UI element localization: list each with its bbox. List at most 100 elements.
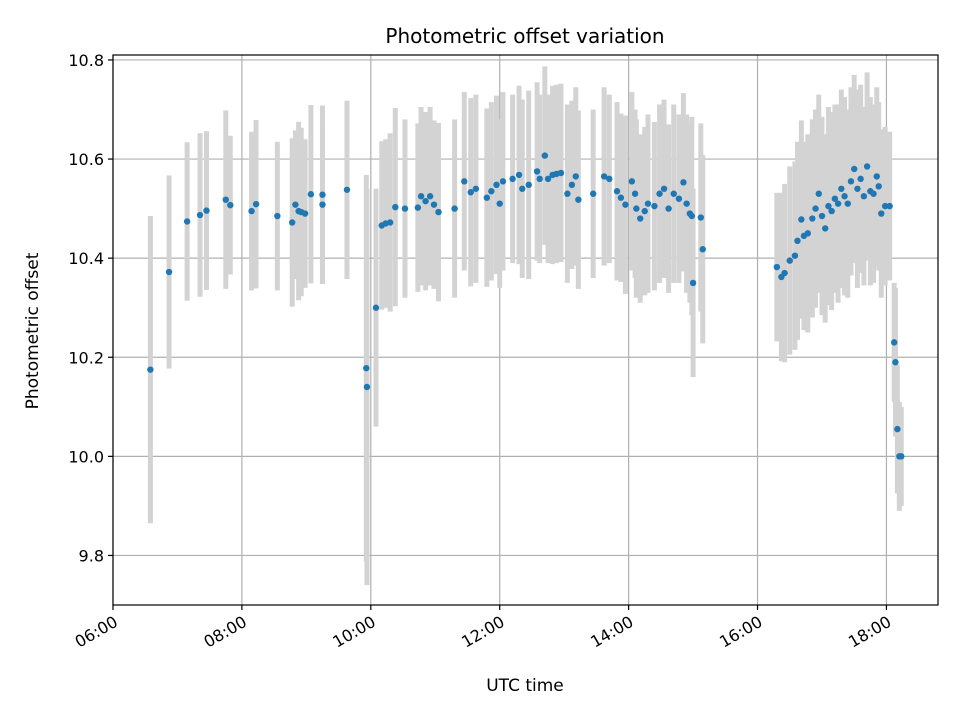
data-point	[319, 201, 326, 208]
data-point	[878, 210, 885, 217]
data-point	[301, 210, 309, 217]
data-point	[656, 190, 663, 197]
data-point	[688, 212, 695, 220]
data-point	[697, 214, 705, 221]
data-point	[363, 364, 370, 372]
data-point	[828, 207, 835, 215]
data-point	[841, 193, 848, 200]
y-tick-label: 10.2	[68, 348, 104, 367]
y-axis-ticks: 9.8 10.0 10.2 10.4 10.6 10.8	[68, 51, 113, 565]
data-point	[680, 179, 687, 186]
data-point	[847, 178, 855, 185]
data-point	[496, 200, 503, 207]
data-point	[622, 201, 629, 208]
plot-frame	[112, 54, 939, 606]
data-point	[637, 215, 644, 222]
data-point	[851, 165, 858, 173]
data-point	[533, 168, 541, 175]
data-point	[898, 453, 905, 460]
data-point	[822, 225, 829, 232]
data-point	[372, 304, 380, 311]
data-point	[499, 178, 507, 185]
data-point	[564, 190, 571, 197]
data-point	[461, 178, 468, 185]
data-point	[426, 193, 434, 200]
data-point	[248, 207, 255, 215]
data-point	[660, 185, 668, 192]
data-point	[536, 175, 543, 183]
data-point	[818, 212, 826, 220]
data-point	[606, 175, 613, 183]
data-point	[857, 175, 864, 183]
data-point	[451, 205, 458, 212]
data-point	[892, 359, 899, 366]
data-point	[773, 263, 781, 271]
data-point	[196, 211, 204, 219]
data-point	[860, 193, 868, 200]
data-point	[644, 200, 652, 207]
y-tick-label: 10.6	[68, 150, 104, 169]
data-point	[483, 194, 491, 201]
data-point	[683, 200, 690, 207]
data-point	[252, 200, 260, 208]
data-point	[515, 171, 523, 179]
y-tick-label: 10.4	[68, 249, 104, 268]
data-point	[881, 202, 889, 210]
data-point	[665, 205, 672, 212]
data-point	[147, 366, 154, 373]
data-point	[812, 205, 819, 212]
data-points	[147, 152, 905, 460]
data-point	[541, 152, 549, 159]
data-point	[467, 189, 474, 196]
data-point	[781, 269, 788, 277]
chart-title: Photometric offset variation	[385, 24, 664, 48]
data-point	[863, 163, 871, 170]
data-point	[307, 191, 315, 198]
data-point	[675, 195, 683, 202]
data-point	[670, 190, 677, 197]
data-point	[222, 196, 229, 203]
data-point	[435, 208, 442, 216]
y-axis-label: Photometric offset	[23, 252, 43, 409]
data-point	[386, 219, 394, 226]
data-point	[509, 175, 516, 183]
data-point	[165, 268, 173, 276]
y-tick-label: 10.0	[68, 447, 104, 466]
y-tick-label: 10.8	[68, 51, 104, 70]
data-point	[274, 212, 281, 220]
data-point	[809, 215, 816, 222]
data-point	[519, 185, 526, 192]
data-point	[689, 279, 697, 287]
data-point	[401, 205, 409, 212]
x-tick-label: 10:00	[329, 612, 378, 652]
data-point	[641, 207, 648, 215]
data-point	[292, 201, 299, 208]
data-point	[572, 173, 579, 180]
data-point	[798, 216, 805, 223]
data-point	[815, 190, 822, 197]
data-point	[825, 202, 832, 210]
data-point	[617, 194, 625, 201]
data-point	[227, 201, 234, 209]
x-axis-label: UTC time	[486, 676, 564, 696]
data-point	[493, 181, 500, 189]
data-point	[557, 169, 565, 177]
data-point	[873, 173, 880, 180]
data-point	[472, 185, 480, 192]
x-tick-label: 08:00	[200, 612, 249, 652]
data-point	[589, 190, 597, 197]
data-point	[870, 190, 877, 197]
data-point	[786, 257, 793, 264]
data-point	[392, 203, 399, 211]
x-tick-label: 06:00	[72, 612, 121, 652]
data-point	[804, 230, 812, 237]
x-tick-label: 16:00	[716, 612, 765, 652]
data-point	[628, 178, 636, 185]
data-point	[794, 237, 801, 245]
y-tick-label: 9.8	[79, 546, 104, 565]
data-point	[203, 207, 210, 214]
data-point	[613, 188, 621, 195]
data-point	[791, 252, 799, 259]
